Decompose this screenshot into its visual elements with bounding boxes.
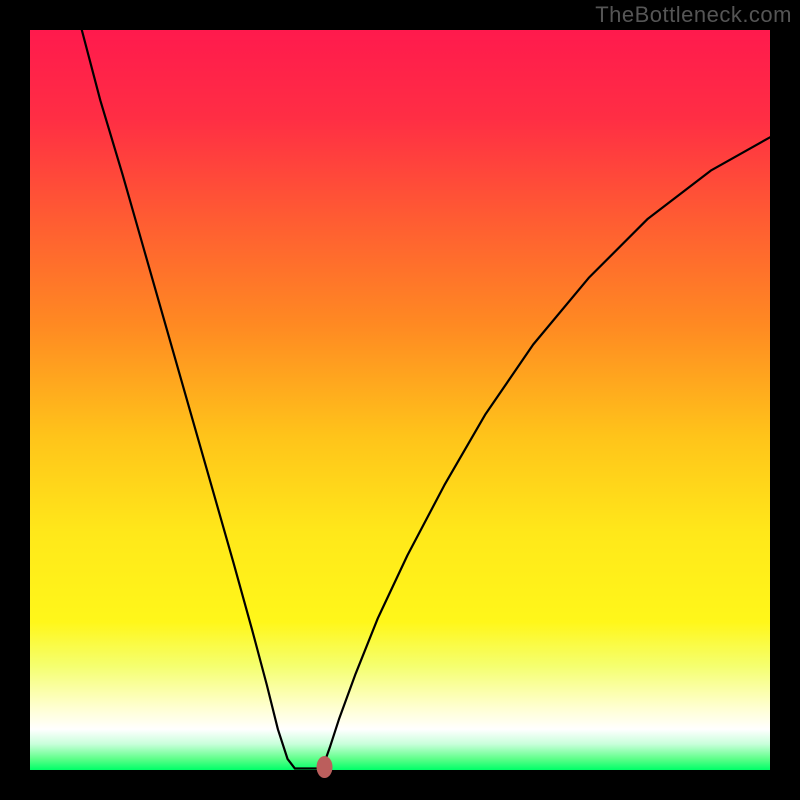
chart-frame: TheBottleneck.com [0, 0, 800, 800]
plot-gradient-background [30, 30, 770, 770]
chart-svg [0, 0, 800, 800]
optimal-point-marker [317, 756, 333, 778]
watermark-text: TheBottleneck.com [595, 2, 792, 28]
